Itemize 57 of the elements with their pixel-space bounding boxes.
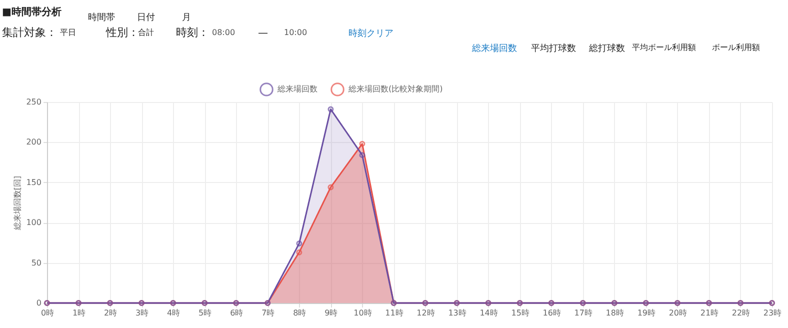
- y-tick-label: 0: [36, 298, 42, 308]
- x-tick-label: 10時: [354, 308, 372, 318]
- x-tick-label: 16時: [542, 308, 561, 318]
- y-tick-label: 250: [26, 98, 42, 106]
- point: [359, 152, 366, 158]
- x-tick-label: 9時: [324, 308, 338, 318]
- text: 性別：: [105, 26, 139, 39]
- y-tick-label: 50: [31, 258, 42, 268]
- point: [359, 140, 366, 147]
- x-tick-label: 21時: [700, 308, 719, 318]
- x-tick-label: 5時: [198, 308, 212, 318]
- x-tick-label: 15時: [511, 308, 530, 318]
- y-tick-label: 150: [26, 178, 42, 187]
- text: 日付: [137, 12, 155, 23]
- x-tick-label: 12時: [416, 308, 435, 318]
- x-tick-label: 0時: [40, 308, 54, 318]
- text: 10:00: [284, 28, 308, 37]
- x-tick-label: 3時: [136, 308, 149, 318]
- x-tick-label: 20時: [668, 308, 688, 318]
- text: 合計: [138, 28, 154, 37]
- text: 総来場回数: [471, 43, 517, 54]
- x-tick-label: 8時: [293, 308, 306, 318]
- x-tick-label: 7時: [262, 308, 275, 318]
- x-tick-label: 13時: [448, 308, 466, 318]
- x-tick-label: 14時: [480, 308, 498, 318]
- x-tick-label: 1時: [72, 308, 86, 318]
- text: 月: [182, 13, 191, 23]
- x-tick-label: 18時: [606, 308, 624, 318]
- x-tick-label: 2時: [104, 308, 118, 318]
- y-axis-title: 総来場回数[回]: [13, 176, 22, 232]
- x-tick-label: 4時: [167, 308, 180, 318]
- text: 総打球数: [588, 43, 625, 54]
- text: 時間帯: [88, 12, 115, 23]
- x-tick-label: 22時: [732, 308, 750, 318]
- text: 平均ボール利用額: [632, 43, 696, 52]
- x-tick-label: 6時: [230, 308, 244, 318]
- x-tick-label: 23時: [763, 308, 782, 318]
- point: [296, 249, 302, 256]
- point: [296, 240, 302, 246]
- text: 08:00: [212, 28, 236, 37]
- text: —: [258, 28, 268, 39]
- chart-title: ■時間帯分析: [2, 6, 62, 18]
- x-tick-label: 19時: [637, 308, 656, 318]
- text: 平均打球数: [531, 43, 576, 54]
- text: 集計対象：: [2, 26, 57, 39]
- legend-label: 総来場回数: [276, 84, 318, 94]
- x-tick-label: 17時: [574, 308, 592, 318]
- point: [328, 106, 334, 112]
- text: ボール利用額: [712, 43, 760, 52]
- legend-label: 総来場回数(比較対象期間): [348, 84, 443, 94]
- y-tick-label: 100: [26, 218, 42, 228]
- point: [328, 184, 334, 190]
- x-tick-label: 11時: [385, 308, 404, 318]
- y-tick-label: 200: [26, 138, 42, 147]
- text: 時刻クリア: [348, 28, 394, 39]
- text: 時刻：: [176, 26, 209, 39]
- text: 平日: [60, 28, 76, 37]
